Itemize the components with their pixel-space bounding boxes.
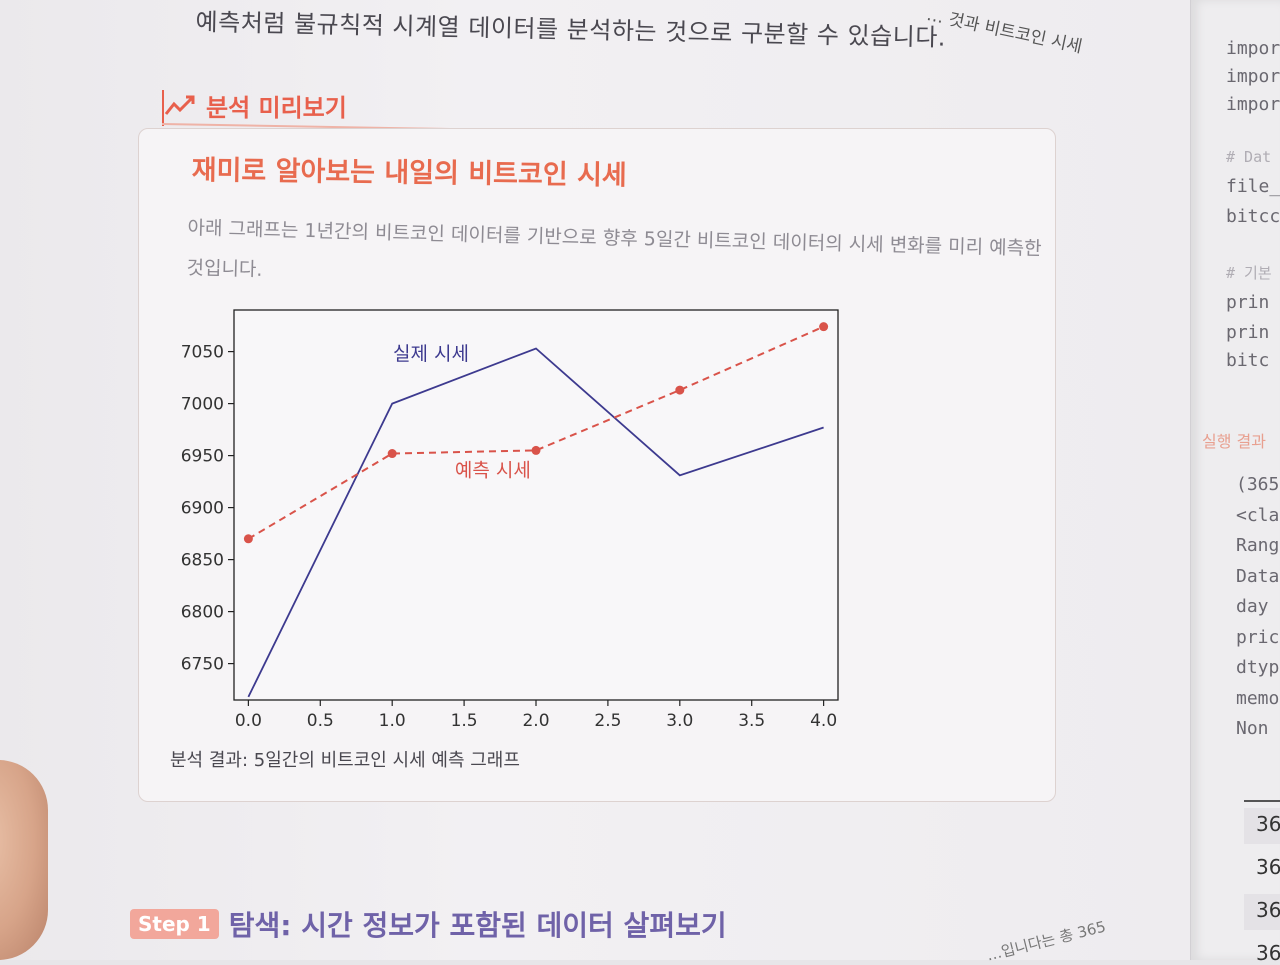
run-result-label: 실행 결과: [1202, 432, 1266, 451]
series-2-point: [819, 322, 829, 332]
y-tick-label: 7050: [181, 343, 224, 363]
series-1-label: 실제 시세: [393, 343, 469, 365]
chart-caption: 분석 결과: 5일간의 비트코인 시세 예측 그래프: [170, 750, 520, 771]
x-tick-label: 1.5: [451, 711, 478, 731]
x-tick-label: 0.0: [235, 711, 262, 731]
y-tick-label: 7000: [181, 395, 224, 415]
series-line-1: [247, 347, 824, 698]
y-tick-label: 6800: [181, 603, 224, 623]
x-tick-label: 4.0: [810, 711, 837, 731]
table-cell: 36: [1256, 898, 1280, 922]
output-line: day: [1236, 596, 1269, 617]
analysis-preview-label: 분석 미리보기: [162, 88, 347, 123]
output-line: Data: [1236, 565, 1280, 587]
series-2-point: [387, 449, 397, 459]
x-tick-label: 3.5: [738, 711, 765, 731]
box-title: 재미로 알아보는 내일의 비트코인 시세: [191, 154, 627, 192]
code-line: # 기본: [1226, 264, 1272, 282]
x-tick-label: 0.5: [307, 711, 334, 731]
x-tick-label: 3.0: [666, 711, 693, 731]
code-line: bitc: [1226, 350, 1270, 371]
trend-up-icon: [164, 95, 195, 115]
x-tick-label: 2.0: [522, 711, 549, 731]
bitcoin-price-chart: 6750 6800 6850 6900 6950 7000 7050 0.0 0.5 1.0 1.5…: [181, 309, 839, 731]
x-tick-label: 2.5: [594, 711, 621, 731]
y-tick-label: 6750: [181, 655, 224, 675]
table-cell: 36: [1256, 812, 1280, 836]
output-line: Non: [1236, 718, 1269, 739]
output-line: memo: [1236, 687, 1280, 709]
table-row-shade: [1244, 894, 1280, 930]
code-line: # Dat: [1226, 148, 1272, 166]
output-line: <cla: [1236, 504, 1280, 526]
table-cell: 36: [1256, 855, 1280, 879]
thumb: [0, 760, 48, 960]
table-cell: 36: [1256, 941, 1280, 965]
code-line: impor: [1226, 66, 1280, 87]
output-line: Rang: [1236, 535, 1280, 556]
preview-label-text: 분석 미리보기: [206, 94, 347, 122]
code-line: prin: [1226, 322, 1270, 343]
step-title: 탐색: 시간 정보가 포함된 데이터 살펴보기: [228, 909, 727, 942]
code-line: bitcc: [1226, 206, 1280, 227]
output-line: pric: [1236, 626, 1280, 648]
output-line: (365: [1236, 474, 1280, 495]
table-row-shade: [1244, 808, 1280, 844]
code-line: file_: [1226, 176, 1280, 197]
y-tick-label: 6900: [181, 499, 224, 519]
series-2-point: [531, 445, 541, 455]
x-tick-label: 1.0: [379, 711, 406, 731]
series-2-label: 예측 시세: [455, 459, 531, 481]
code-line: prin: [1226, 292, 1270, 313]
y-tick-label: 6850: [181, 551, 224, 571]
series-2-point: [243, 534, 253, 544]
y-tick-label: 6950: [181, 447, 224, 467]
step-heading: Step 1 탐색: 시간 정보가 포함된 데이터 살펴보기: [130, 904, 727, 944]
table-top-rule: [1244, 800, 1280, 802]
series-line-2: [247, 325, 825, 540]
series-2-point: [675, 385, 685, 395]
plot-area: [233, 309, 839, 701]
step-badge: Step 1: [130, 909, 219, 939]
code-line: impor: [1226, 94, 1280, 115]
preview-accent-bar: [162, 90, 164, 126]
output-line: dtyp: [1236, 657, 1280, 678]
code-line: impor: [1226, 38, 1280, 59]
